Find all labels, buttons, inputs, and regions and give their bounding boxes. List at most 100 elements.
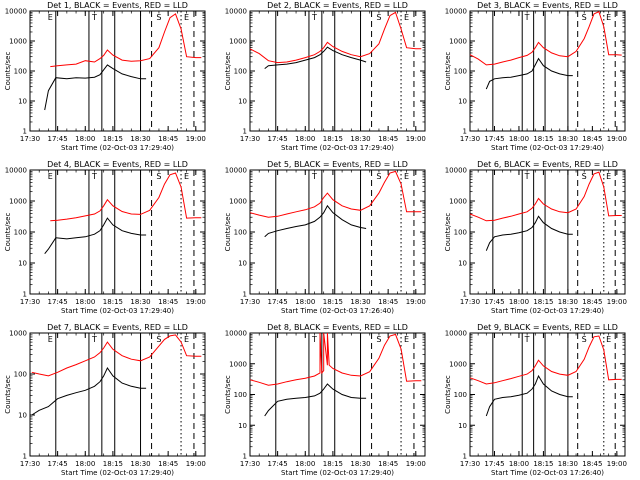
events-series-line <box>264 204 367 238</box>
y-tick-label: 10 <box>458 422 467 430</box>
panel-det-9: 1 10 100 1000 10000 17:30 17:45 18:00 18:15 18:30… <box>444 323 627 477</box>
x-tick-label: 18:15 <box>103 298 123 306</box>
x-axis-label: Start Time (02-Oct-03 17:29:40) <box>61 469 174 477</box>
region-marker-label: E <box>184 335 189 344</box>
x-tick-label: 17:30 <box>20 135 40 143</box>
x-tick-label: 17:30 <box>20 460 40 468</box>
region-marker-label: T <box>311 13 317 22</box>
y-tick-label: 10000 <box>445 330 467 338</box>
lld-series-line <box>469 335 622 385</box>
y-tick-label: 10000 <box>445 167 467 175</box>
region-marker-label: S <box>582 13 587 22</box>
region-marker-label: S <box>156 335 161 344</box>
x-tick-label: 18:00 <box>75 135 95 143</box>
x-tick-label: 17:30 <box>460 298 480 306</box>
region-marker-label: E <box>184 13 189 22</box>
plot-frame <box>29 332 206 457</box>
x-tick-label: 17:45 <box>48 298 68 306</box>
x-tick-label: 19:00 <box>186 460 206 468</box>
panel-title: Det 9, BLACK = Events, RED = LLD <box>477 323 618 332</box>
y-tick-label: 1 <box>463 128 467 136</box>
x-tick-label: 18:15 <box>103 460 123 468</box>
region-marker-label: T <box>311 335 317 344</box>
x-tick-label: 18:30 <box>350 460 370 468</box>
y-tick-label: 100 <box>14 68 27 76</box>
y-tick-label: 1 <box>463 291 467 299</box>
y-axis-label: Counts/sec <box>444 52 452 91</box>
x-tick-label: 19:00 <box>186 298 206 306</box>
x-tick-label: 18:30 <box>130 298 150 306</box>
x-tick-label: 18:00 <box>509 460 529 468</box>
y-tick-label: 10 <box>18 260 27 268</box>
y-tick-label: 100 <box>14 229 27 237</box>
region-marker-label: T <box>91 335 97 344</box>
x-tick-label: 17:45 <box>484 460 504 468</box>
lld-series-line <box>50 172 202 222</box>
x-tick-label: 18:00 <box>75 460 95 468</box>
region-marker-label: T <box>524 172 530 181</box>
x-axis-label: Start Time (02-Oct-03 17:26:40) <box>491 469 604 477</box>
y-tick-label: 100 <box>454 68 467 76</box>
y-tick-label: 100 <box>234 229 247 237</box>
region-marker-label: S <box>156 13 161 22</box>
x-tick-label: 19:00 <box>406 460 426 468</box>
lld-series-line <box>469 11 622 66</box>
y-tick-label: 10 <box>18 98 27 106</box>
events-series-line <box>44 217 147 255</box>
y-tick-label: 100 <box>14 371 27 379</box>
x-tick-label: 18:30 <box>558 298 578 306</box>
x-tick-label: 17:30 <box>240 460 260 468</box>
region-marker-label: S <box>582 335 587 344</box>
panel-title: Det 2, BLACK = Events, RED = LLD <box>267 1 408 10</box>
panel-det-1: 1 10 100 1000 10000 17:30 17:45 18:00 18:15 18:30… <box>4 1 206 152</box>
x-tick-label: 18:15 <box>323 460 343 468</box>
x-tick-label: 18:00 <box>75 298 95 306</box>
y-axis-label: Counts/sec <box>444 213 452 252</box>
region-marker-label: S <box>376 335 381 344</box>
y-tick-label: 10 <box>458 98 467 106</box>
x-tick-label: 18:45 <box>378 460 398 468</box>
panel-det-6: 1 10 100 1000 10000 17:30 17:45 18:00 18:15 18:30… <box>444 160 627 315</box>
x-tick-label: 17:30 <box>240 298 260 306</box>
x-tick-label: 18:30 <box>558 460 578 468</box>
lld-series-line <box>249 332 422 386</box>
panel-det-2: 1 10 100 1000 10000 17:30 17:45 18:00 18:15 18:30… <box>224 1 426 152</box>
y-tick-label: 10000 <box>5 167 27 175</box>
panel-det-4: 1 10 100 1000 10000 17:30 17:45 18:00 18:15 18:30… <box>4 160 206 315</box>
x-tick-label: 18:45 <box>158 135 178 143</box>
events-series-line <box>264 383 367 417</box>
lld-series-line <box>249 170 422 218</box>
x-tick-label: 17:30 <box>460 460 480 468</box>
y-tick-label: 10 <box>238 260 247 268</box>
x-tick-label: 17:45 <box>268 460 288 468</box>
x-tick-label: 18:45 <box>158 298 178 306</box>
y-tick-label: 1000 <box>9 330 27 338</box>
x-tick-label: 18:00 <box>509 298 529 306</box>
panel-det-8: 1 10 100 1000 10000 17:30 17:45 18:00 18:15 18:30… <box>224 323 426 477</box>
panel-det-5: 1 10 100 1000 10000 17:30 17:45 18:00 18:15 18:30… <box>224 160 426 315</box>
y-tick-label: 10 <box>238 98 247 106</box>
x-tick-label: 19:00 <box>607 298 627 306</box>
y-axis-label: Counts/sec <box>4 375 12 414</box>
lld-series-line <box>469 171 622 222</box>
x-tick-label: 17:30 <box>240 135 260 143</box>
panel-title: Det 1, BLACK = Events, RED = LLD <box>47 1 188 10</box>
region-marker-label: T <box>91 13 97 22</box>
x-tick-label: 17:45 <box>48 135 68 143</box>
x-tick-label: 17:30 <box>20 298 40 306</box>
y-tick-label: 1000 <box>229 38 247 46</box>
x-tick-label: 19:00 <box>607 460 627 468</box>
x-tick-label: 18:45 <box>158 460 178 468</box>
events-series-line <box>264 46 367 69</box>
x-tick-label: 18:15 <box>323 298 343 306</box>
x-tick-label: 18:15 <box>533 135 553 143</box>
lld-series-line <box>31 334 202 377</box>
region-marker-label: S <box>376 13 381 22</box>
x-tick-label: 18:15 <box>533 298 553 306</box>
x-tick-label: 18:30 <box>558 135 578 143</box>
y-tick-label: 1000 <box>9 38 27 46</box>
x-axis-label: Start Time (02-Oct-03 17:29:40) <box>61 144 174 152</box>
x-tick-label: 19:00 <box>607 135 627 143</box>
